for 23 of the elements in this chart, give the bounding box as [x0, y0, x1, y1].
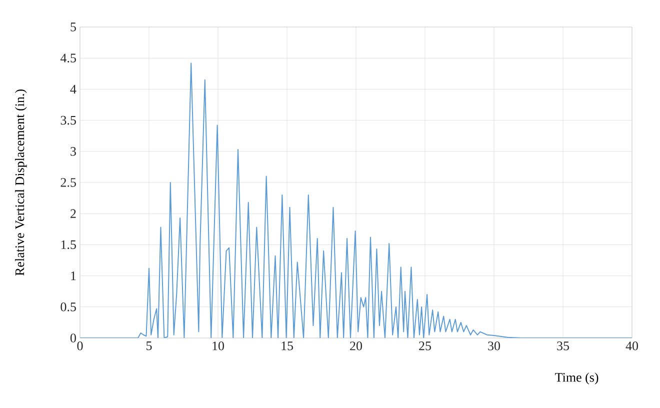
x-tick-label: 5 [146, 342, 152, 350]
y-tick-label: 2 [70, 209, 76, 218]
x-tick-label: 40 [626, 342, 638, 350]
y-tick-label: 0.5 [60, 302, 76, 312]
y-axis-title: Relative Vertical Displacement (in.) [15, 90, 27, 276]
x-tick-label: 10 [212, 342, 224, 350]
x-tick-label: 0 [77, 342, 83, 350]
x-tick-label: 30 [488, 342, 500, 350]
y-tick-label: 2.5 [60, 178, 76, 187]
y-tick-label: 4.5 [60, 54, 76, 62]
x-tick-label: 25 [419, 342, 431, 350]
line-series [80, 62, 632, 338]
y-tick-label: 3.5 [60, 116, 76, 125]
y-tick-label: 0 [70, 334, 76, 342]
y-tick-label: 4 [70, 84, 76, 94]
x-tick-label: 35 [557, 342, 569, 350]
y-tick-label: 1.5 [61, 240, 76, 250]
y-tick-label: 1 [71, 272, 76, 280]
y-tick-label: 3 [70, 147, 76, 156]
y-tick-label: 5 [70, 22, 76, 32]
x-tick-label: 15 [282, 342, 293, 350]
x-axis-title: Time (s) [555, 372, 598, 384]
x-tick-label: 20 [350, 342, 362, 350]
